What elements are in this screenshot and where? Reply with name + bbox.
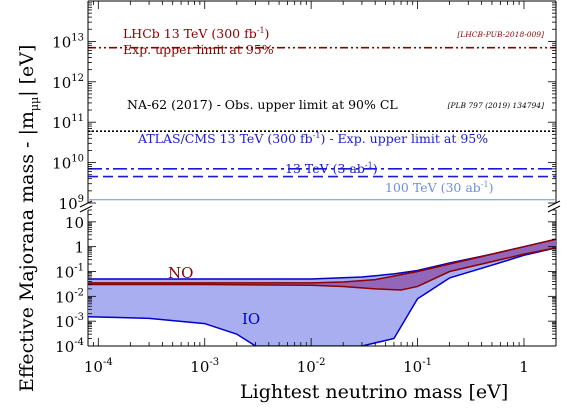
bottom-y-tick-label: 10-1 <box>55 263 84 282</box>
axis-ticks <box>87 1 557 347</box>
lhcb-label: LHCb 13 TeV (300 fb-1) <box>123 26 269 41</box>
mass-bands <box>88 238 556 346</box>
top-y-tick-label: 1010 <box>52 154 84 173</box>
bottom-y-tick-label: 10 <box>65 214 84 232</box>
top-y-tick-label: 1012 <box>52 73 84 92</box>
collider-limit-lines <box>88 46 556 201</box>
top-y-tick-label: 1013 <box>52 32 84 51</box>
axis-break-left <box>79 200 93 213</box>
x-tick-label: 1 <box>519 358 529 376</box>
atlas-cms-label: ATLAS/CMS 13 TeV (300 fb-1) - Exp. upper… <box>137 131 488 146</box>
bottom-y-tick-label: 10-4 <box>55 337 84 356</box>
lhcb-sublabel: Exp. upper limit at 95% <box>123 42 274 57</box>
x-tick-label: 10-3 <box>190 357 219 376</box>
x-tick-label: 10-1 <box>403 357 432 376</box>
bottom-y-tick-label: 10-2 <box>55 287 84 306</box>
no-band-upper-edge <box>88 238 556 284</box>
axis-tick-labels: 109 1010 1011 1012 1013 10-4 10-3 10-2 10-1 1 10 10… <box>52 32 529 376</box>
no-band-lower-edge <box>88 247 556 291</box>
axis-break-right <box>547 200 561 213</box>
hl-lhc-label: 13 TeV (3 ab-1) <box>285 161 378 176</box>
na62-label: NA-62 (2017) - Obs. upper limit at 90% C… <box>127 97 398 112</box>
fcc-label: 100 TeV (30 ab-1) <box>385 180 494 195</box>
top-y-tick-label: 109 <box>59 194 84 213</box>
x-tick-label: 10-4 <box>84 357 113 376</box>
io-band-lower-edge <box>88 247 556 346</box>
lhcb-reference: [LHCB-PUB-2018-009] <box>457 30 544 39</box>
na62-reference: [PLB 797 (2019) 134794] <box>448 101 545 110</box>
bottom-y-tick-label: 1 <box>74 239 84 257</box>
x-tick-label: 10-2 <box>297 357 326 376</box>
y-axis-title: Effective Majorana mass - |mμμ| [eV] <box>16 45 41 392</box>
plot-frame <box>87 0 557 347</box>
io-band-label: IO <box>242 310 260 328</box>
bottom-y-tick-label: 10-3 <box>55 312 84 331</box>
x-axis-title: Lightest neutrino mass [eV] <box>240 381 508 403</box>
no-band-label: NO <box>168 264 193 282</box>
no-band-area <box>88 239 556 291</box>
top-y-tick-label: 1011 <box>52 113 84 132</box>
